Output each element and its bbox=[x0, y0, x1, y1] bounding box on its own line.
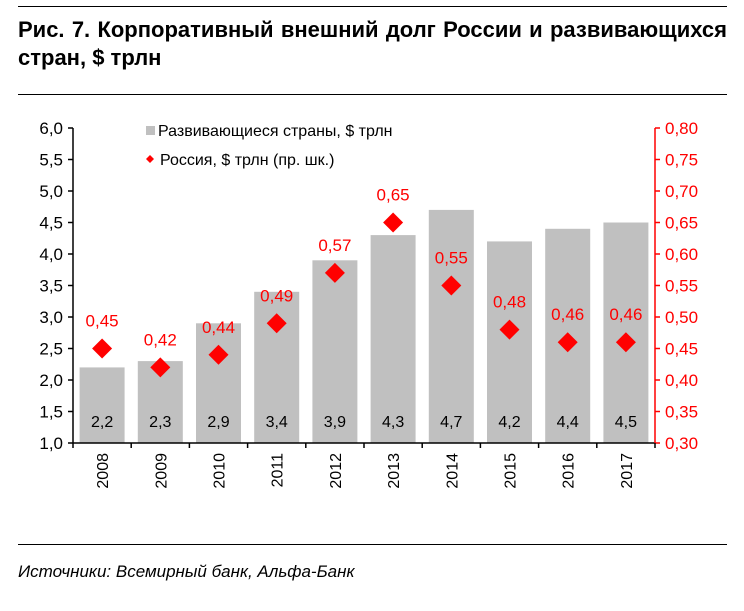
x-tick-label: 2015 bbox=[503, 453, 520, 489]
point-label-2016: 0,46 bbox=[551, 305, 584, 324]
bar-2010 bbox=[196, 323, 241, 443]
legend-point-label: Россия, $ трлн (пр. шк.) bbox=[160, 152, 334, 169]
left-tick-label: 2,0 bbox=[39, 371, 63, 390]
point-2010 bbox=[208, 344, 229, 365]
x-tick-label: 2010 bbox=[212, 453, 229, 489]
point-label-2017: 0,46 bbox=[609, 305, 642, 324]
bar-label-2013: 4,3 bbox=[382, 414, 404, 431]
point-label-2015: 0,48 bbox=[493, 293, 526, 312]
point-2015 bbox=[499, 319, 520, 340]
point-2011 bbox=[266, 313, 287, 334]
right-tick-label: 0,75 bbox=[665, 151, 698, 170]
bar-2012 bbox=[312, 260, 358, 443]
bottom-rule bbox=[18, 544, 727, 545]
left-tick-label: 3,0 bbox=[39, 308, 63, 327]
bar-label-2010: 2,9 bbox=[207, 414, 229, 431]
bar-label-2015: 4,2 bbox=[498, 414, 520, 431]
right-tick-label: 0,55 bbox=[665, 277, 698, 296]
bar-label-2009: 2,3 bbox=[149, 414, 171, 431]
left-tick-label: 4,5 bbox=[39, 214, 63, 233]
right-tick-label: 0,35 bbox=[665, 403, 698, 422]
bar-2015 bbox=[487, 241, 532, 443]
right-tick-label: 0,50 bbox=[665, 308, 698, 327]
bar-label-2017: 4,5 bbox=[615, 414, 637, 431]
title-rule bbox=[18, 94, 727, 95]
top-rule bbox=[18, 6, 727, 7]
bar-label-2012: 3,9 bbox=[324, 414, 346, 431]
bar-2008 bbox=[79, 367, 125, 443]
right-tick-label: 0,30 bbox=[665, 434, 698, 453]
point-2014 bbox=[441, 275, 462, 296]
right-tick-label: 0,70 bbox=[665, 182, 698, 201]
point-2013 bbox=[383, 212, 404, 233]
point-label-2010: 0,44 bbox=[202, 318, 235, 337]
bar-2014 bbox=[428, 209, 474, 443]
point-label-2013: 0,65 bbox=[377, 186, 410, 205]
bar-label-2011: 3,4 bbox=[266, 414, 288, 431]
point-label-2012: 0,57 bbox=[318, 236, 351, 255]
legend-bar-swatch bbox=[146, 126, 155, 135]
right-tick-label: 0,60 bbox=[665, 245, 698, 264]
bar-label-2016: 4,4 bbox=[557, 414, 579, 431]
left-tick-label: 5,5 bbox=[39, 151, 63, 170]
x-tick-label: 2013 bbox=[386, 453, 403, 489]
left-tick-label: 5,0 bbox=[39, 182, 63, 201]
point-2008 bbox=[92, 338, 113, 359]
point-label-2011: 0,49 bbox=[260, 286, 293, 305]
point-label-2014: 0,55 bbox=[435, 249, 468, 268]
point-2009 bbox=[150, 357, 171, 378]
x-tick-label: 2011 bbox=[270, 453, 287, 488]
bar-label-2008: 2,2 bbox=[91, 414, 113, 431]
source-note: Источники: Всемирный банк, Альфа-Банк bbox=[18, 562, 355, 581]
left-tick-label: 1,0 bbox=[39, 434, 63, 453]
bar-label-2014: 4,7 bbox=[440, 414, 462, 431]
x-tick-label: 2016 bbox=[561, 453, 578, 489]
point-2012 bbox=[324, 262, 345, 283]
point-label-2008: 0,45 bbox=[86, 312, 119, 331]
x-tick-label: 2012 bbox=[328, 453, 345, 489]
x-tick-label: 2017 bbox=[619, 453, 636, 489]
chart-title: Рис. 7. Корпоративный внешний долг Росси… bbox=[18, 17, 727, 70]
right-tick-label: 0,65 bbox=[665, 214, 698, 233]
right-tick-label: 0,80 bbox=[665, 119, 698, 138]
right-tick-label: 0,45 bbox=[665, 340, 698, 359]
left-tick-label: 1,5 bbox=[39, 403, 63, 422]
left-tick-label: 2,5 bbox=[39, 340, 63, 359]
point-label-2009: 0,42 bbox=[144, 330, 177, 349]
left-tick-label: 4,0 bbox=[39, 245, 63, 264]
point-2017 bbox=[615, 332, 636, 353]
x-tick-label: 2014 bbox=[444, 453, 461, 489]
right-tick-label: 0,40 bbox=[665, 371, 698, 390]
x-tick-label: 2009 bbox=[153, 453, 170, 489]
x-tick-label: 2008 bbox=[95, 453, 112, 489]
left-tick-label: 6,0 bbox=[39, 119, 63, 138]
bar-2013 bbox=[370, 235, 416, 443]
legend-point-swatch bbox=[146, 155, 154, 163]
left-tick-label: 3,5 bbox=[39, 277, 63, 296]
legend-bar-label: Развивающиеся страны, $ трлн bbox=[158, 123, 393, 140]
point-2016 bbox=[557, 332, 578, 353]
